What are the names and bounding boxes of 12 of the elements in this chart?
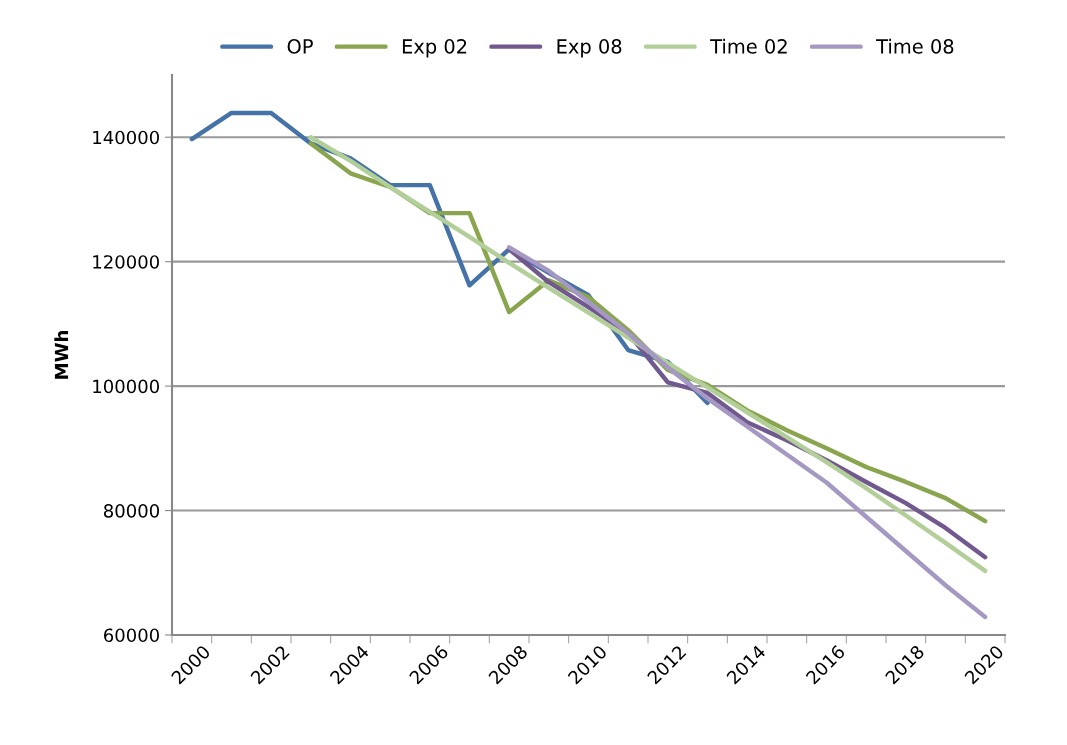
- y-tick-label: 100000: [93, 379, 159, 394]
- legend-label: Exp 02: [402, 39, 467, 58]
- legend-label: Time 08: [876, 38, 954, 54]
- y-tick-label: 80000: [103, 504, 159, 518]
- y-tick-label: 60000: [104, 628, 159, 643]
- legend-label: Exp 08: [557, 39, 622, 58]
- line-series: [506, 245, 988, 620]
- legend-label: Time 02: [710, 38, 787, 54]
- y-tick-label: 120000: [93, 255, 159, 269]
- legend-label: OP: [287, 39, 313, 54]
- y-axis-title: MWh: [54, 331, 69, 379]
- y-tick-label: 140000: [93, 130, 159, 145]
